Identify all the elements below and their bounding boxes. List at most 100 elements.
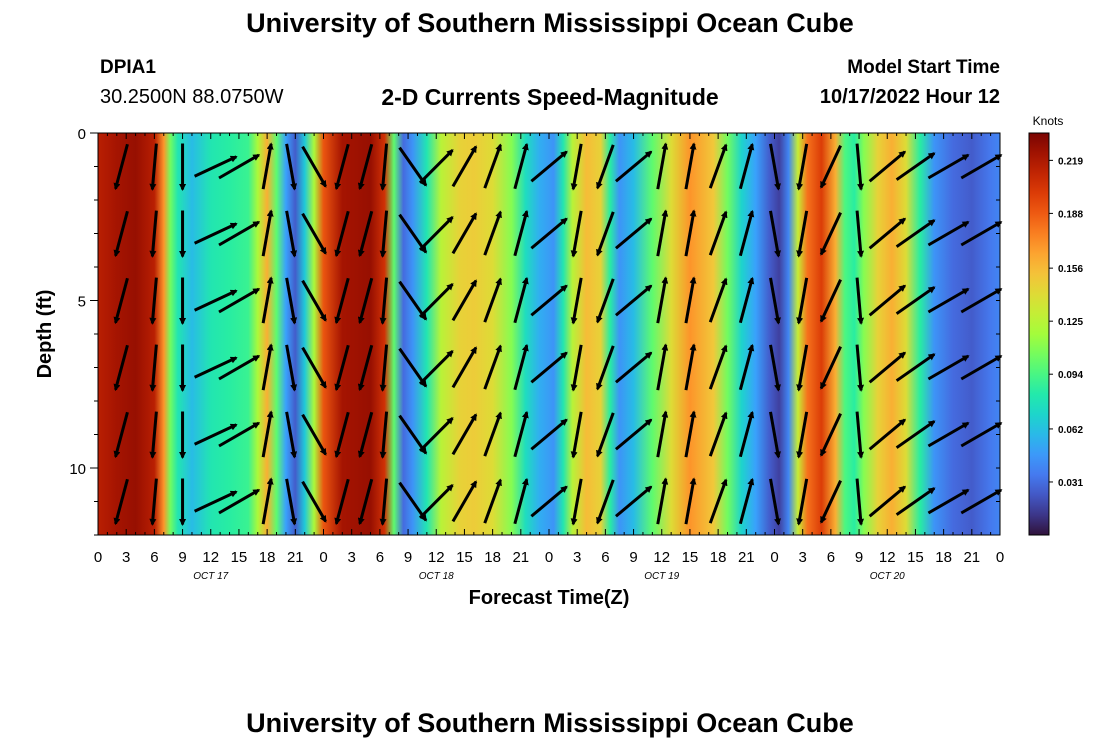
current-vector — [530, 418, 568, 451]
colorbar-tick-label: 0.188 — [1058, 209, 1083, 220]
current-vector — [614, 217, 653, 250]
current-vector — [819, 413, 842, 457]
current-vector — [960, 153, 1003, 180]
current-vector — [868, 217, 907, 250]
date-label: OCT 17 — [193, 571, 228, 582]
current-vector — [418, 149, 454, 184]
current-vector — [855, 277, 865, 325]
current-vector — [819, 145, 842, 189]
current-vector — [334, 411, 350, 459]
current-vector — [796, 344, 809, 392]
current-vector — [596, 479, 615, 525]
current-vector — [596, 412, 615, 458]
page-title: University of Southern Mississippi Ocean… — [246, 8, 854, 38]
x-tick-label: 3 — [573, 549, 581, 566]
x-tick-label: 6 — [150, 549, 158, 566]
current-vector — [738, 343, 755, 391]
current-vector — [113, 478, 129, 526]
colorbar-tick-label: 0.156 — [1058, 264, 1083, 275]
current-vector — [895, 487, 936, 516]
x-tick-label: 3 — [799, 549, 807, 566]
current-vector — [418, 417, 454, 452]
current-vector — [193, 155, 238, 178]
current-vector — [418, 350, 454, 385]
current-vector — [708, 210, 728, 256]
current-vector — [596, 211, 615, 257]
current-vector — [895, 420, 936, 449]
x-tick-label: 18 — [484, 549, 501, 566]
current-vector — [261, 276, 274, 324]
plot-frame — [97, 132, 1001, 536]
current-vector — [570, 344, 583, 392]
current-vector — [193, 423, 238, 446]
x-tick-label: 9 — [404, 549, 412, 566]
x-tick-label: 21 — [287, 549, 304, 566]
current-vector — [357, 411, 374, 459]
current-vector — [684, 343, 697, 391]
current-vector — [379, 277, 389, 325]
current-vector — [113, 143, 129, 191]
current-vector — [614, 418, 653, 451]
current-vector — [530, 150, 568, 183]
current-vector — [927, 153, 970, 180]
x-tick-label: 18 — [935, 549, 952, 566]
current-vector — [334, 277, 350, 325]
current-vector — [451, 279, 478, 322]
current-vector — [451, 413, 478, 456]
x-tick-label: 15 — [907, 549, 924, 566]
x-tick-label: 21 — [512, 549, 529, 566]
current-vector — [960, 421, 1003, 448]
current-vector — [357, 344, 374, 392]
station-coordinates: 30.2500N 88.0750W — [100, 86, 284, 108]
current-vector — [960, 488, 1003, 515]
x-tick-label: 12 — [428, 549, 445, 566]
current-vector — [570, 143, 583, 191]
current-vector — [927, 354, 970, 381]
current-vector — [334, 478, 350, 526]
colorbar-ticks: 0.219 0.188 0.156 0.125 0.094 0.062 0.031 — [1049, 156, 1083, 489]
current-vector — [855, 143, 865, 191]
current-vector — [513, 209, 529, 257]
current-vector — [218, 220, 261, 247]
current-vector — [868, 284, 907, 317]
current-vector — [451, 346, 478, 389]
current-vector — [451, 480, 478, 523]
current-vector — [149, 478, 158, 526]
current-vector — [398, 414, 428, 455]
current-vector — [113, 277, 129, 325]
current-vector — [334, 210, 350, 258]
current-vector — [738, 209, 755, 257]
y-axis-label: Depth (ft) — [34, 290, 56, 379]
current-vector — [285, 478, 298, 526]
model-start-value: 10/17/2022 Hour 12 — [819, 86, 1000, 108]
current-vector — [398, 347, 428, 388]
x-tick-label: 0 — [996, 549, 1004, 566]
current-vector — [483, 143, 502, 189]
current-vector — [379, 478, 389, 526]
current-vector — [334, 344, 350, 392]
current-vector — [656, 343, 669, 391]
current-vector — [530, 485, 568, 518]
x-tick-label: 0 — [94, 549, 102, 566]
current-vector — [927, 488, 970, 515]
current-vector — [379, 411, 389, 459]
current-vector — [451, 145, 478, 188]
current-vector — [895, 219, 936, 248]
current-vector — [513, 276, 529, 324]
current-vector — [769, 143, 781, 191]
current-vector — [708, 411, 728, 457]
x-axis-label: Forecast Time(Z) — [469, 587, 630, 609]
colorbar-tick-label: 0.062 — [1058, 425, 1083, 436]
current-vector — [379, 143, 389, 191]
current-vector — [193, 222, 238, 245]
colorbar-tick-label: 0.219 — [1058, 156, 1083, 167]
current-vector — [113, 411, 129, 459]
current-vector — [113, 344, 129, 392]
current-vector — [708, 277, 728, 323]
x-tick-label: 15 — [682, 549, 699, 566]
current-vector — [614, 150, 653, 183]
current-vector — [285, 143, 298, 191]
current-vector — [769, 277, 781, 325]
current-vector — [513, 410, 529, 458]
current-vector — [261, 410, 274, 458]
